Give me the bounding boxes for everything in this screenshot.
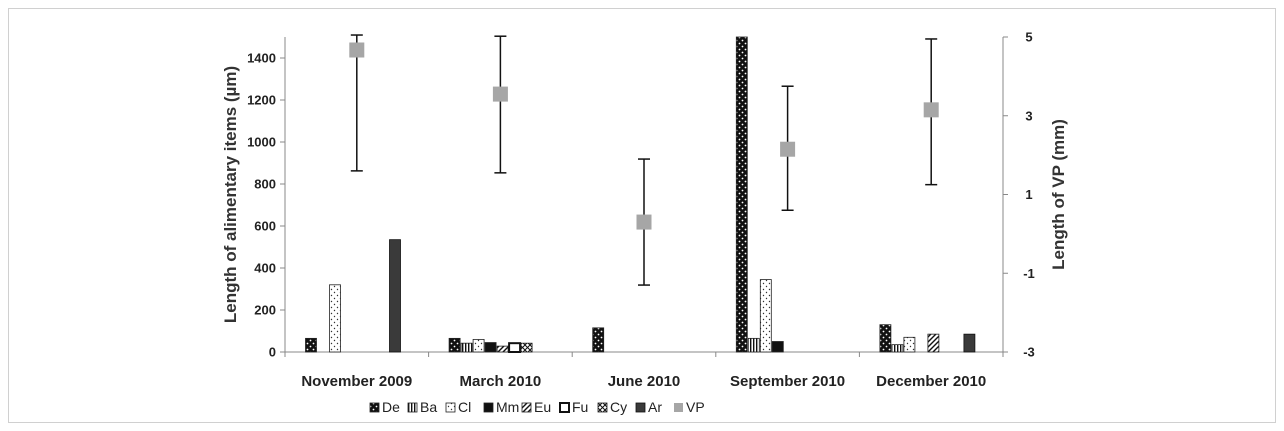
- y-tick-label: 1400: [247, 51, 276, 66]
- labels: 0 200 400 600 800 1000 1200 1400 -3 -1 1 3 5 November…: [221, 30, 1068, 391]
- y-tick-label: 1200: [247, 93, 276, 108]
- vp-point: [923, 102, 939, 118]
- bars: [305, 36, 976, 353]
- legend-label-de: De: [382, 399, 400, 415]
- legend-label-cl: Cl: [458, 399, 471, 415]
- legend-swatch-de: [369, 402, 380, 413]
- x-tick-label: March 2010: [460, 373, 542, 390]
- legend-label-mm: Mm: [496, 399, 519, 415]
- x-tick-label: December 2010: [876, 373, 986, 390]
- y-axis-title: Length of alimentary items (µm): [221, 66, 240, 323]
- bar-ba: [460, 342, 473, 353]
- y2-tick-label: 3: [1025, 108, 1032, 123]
- legend-swatch-cl: [445, 402, 456, 413]
- bar-eu: [496, 345, 509, 353]
- bar-cl: [903, 336, 916, 353]
- chart-border: [8, 8, 1276, 423]
- legend-swatch-ar: [635, 402, 646, 413]
- bar-ba: [747, 337, 760, 353]
- bar-cl: [759, 279, 772, 353]
- y-tick-label: 1000: [247, 135, 276, 150]
- legend-swatch-mm: [483, 402, 494, 413]
- bar-cl: [472, 338, 485, 353]
- bar-de: [735, 36, 748, 353]
- legend-label-eu: Eu: [534, 399, 551, 415]
- bar-mm: [484, 342, 497, 353]
- y-tick-label: 800: [254, 177, 276, 192]
- bar-fu: [508, 342, 522, 353]
- bar-de: [448, 337, 461, 353]
- y2-axis-title: Length of VP (mm): [1049, 119, 1068, 270]
- y-tick-label: 0: [269, 345, 276, 360]
- legend-label-vp: VP: [686, 399, 705, 415]
- bar-cy: [520, 342, 533, 353]
- x-tick-label: June 2010: [608, 373, 681, 390]
- y2-tick-label: 5: [1025, 30, 1032, 45]
- bar-cl: [329, 284, 341, 353]
- y2-tick-label: 1: [1025, 187, 1032, 202]
- y2-tick-label: -3: [1023, 345, 1035, 360]
- legend-label-ar: Ar: [648, 399, 662, 415]
- legend-label-fu: Fu: [572, 399, 588, 415]
- legend-label-ba: Ba: [420, 399, 437, 415]
- bar-ar: [963, 333, 976, 353]
- y-tick-label: 200: [254, 303, 276, 318]
- bar-de: [879, 324, 892, 353]
- x-tick-label: September 2010: [730, 373, 845, 390]
- bar-eu: [927, 333, 940, 353]
- bar-de: [592, 327, 605, 353]
- bar-de: [305, 337, 317, 353]
- legend-swatch-ba: [407, 402, 418, 413]
- y-tick-label: 400: [254, 261, 276, 276]
- legend: De Ba Cl Mm Eu Fu Cy Ar VP: [369, 399, 705, 415]
- bar-ba: [891, 344, 904, 353]
- bar-ar: [389, 239, 401, 353]
- y2-tick-label: -1: [1023, 266, 1035, 281]
- legend-swatch-vp: [674, 403, 683, 412]
- bar-mm: [771, 341, 784, 353]
- vp-point: [636, 214, 652, 230]
- vp-point: [492, 86, 508, 102]
- legend-swatch-fu: [559, 402, 570, 413]
- legend-swatch-eu: [521, 402, 532, 413]
- vp-series: [349, 34, 939, 286]
- vp-point: [349, 42, 365, 58]
- y-tick-label: 600: [254, 219, 276, 234]
- legend-label-cy: Cy: [610, 399, 627, 415]
- legend-swatch-cy: [597, 402, 608, 413]
- x-tick-label: November 2009: [301, 373, 412, 390]
- vp-point: [780, 141, 796, 157]
